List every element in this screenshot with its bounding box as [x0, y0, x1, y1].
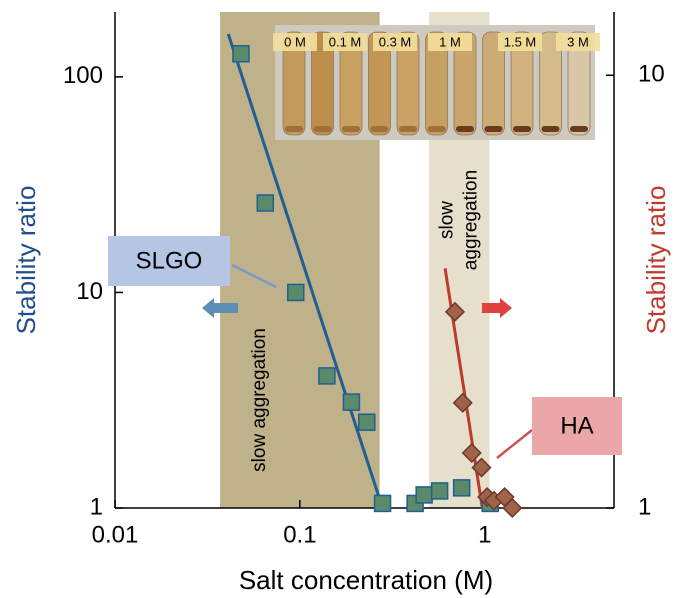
inset-label-bg [273, 33, 317, 51]
tube-sediment [570, 126, 588, 132]
inset-label: 1 M [439, 34, 461, 49]
data-point [373, 494, 392, 513]
tube-sediment [541, 126, 560, 132]
tube [368, 31, 391, 136]
tube-sediment [313, 126, 332, 132]
data-point [358, 413, 376, 431]
tube [453, 31, 477, 136]
legend-label: HA [560, 412, 593, 439]
tube [311, 31, 334, 136]
band-label: slow aggregation [249, 328, 270, 472]
inset-photo: 0 M 0.1 M 0.3 M 1 M 1.5 M 3 M [273, 25, 600, 140]
y2-axis-label: Stability ratio [641, 186, 671, 335]
data-point [232, 45, 250, 63]
data-point [430, 482, 449, 500]
data-point [461, 442, 482, 464]
x-tick-label: 1 [478, 521, 491, 548]
band-label-line: aggregation [460, 170, 481, 270]
inset-label: 0 M [284, 34, 306, 49]
data-point [502, 497, 523, 519]
tube [282, 31, 306, 136]
data-point [342, 393, 361, 411]
data-point [256, 194, 275, 212]
tube-sediment [484, 126, 503, 132]
legend-label: SLGO [136, 247, 203, 274]
data-point [471, 457, 492, 478]
tube [339, 31, 363, 136]
inset-label-bg [498, 33, 542, 51]
inset-label-bg [373, 33, 417, 51]
tube-sediment [370, 126, 389, 132]
callout-line [231, 263, 277, 289]
x-tick-label: 0.01 [92, 521, 139, 548]
callout-box [532, 397, 622, 455]
data-point [452, 392, 473, 413]
axis-arrow [202, 298, 238, 318]
callout-line [496, 429, 533, 459]
tube-sediment [427, 126, 446, 132]
callout-box [108, 236, 230, 286]
band-label-line: slow [436, 201, 457, 239]
tube [567, 31, 591, 136]
x-tick-label: 0.1 [283, 521, 316, 548]
inset-label-bg [428, 33, 472, 51]
tube-sediment [456, 126, 474, 132]
y-tick-label: 10 [76, 278, 103, 305]
y2-tick-label: 1 [638, 493, 651, 520]
data-point [452, 479, 471, 497]
y2-tick-label: 10 [638, 61, 665, 88]
data-point [415, 486, 433, 504]
inset-label-bg [323, 33, 367, 51]
fit-line [226, 33, 384, 509]
tube-sediment [399, 126, 417, 132]
tube [539, 31, 562, 136]
y-tick-label: 100 [63, 62, 103, 89]
inset-label: 0.3 M [379, 34, 412, 49]
tube [510, 31, 534, 136]
data-point [318, 367, 336, 385]
tube [425, 31, 448, 136]
data-point [287, 283, 305, 302]
axis-arrow [482, 298, 512, 318]
y-tick-label: 1 [90, 493, 103, 520]
tube-sediment [285, 126, 303, 132]
tube-sediment [513, 126, 531, 132]
tube [396, 31, 420, 136]
band-label: slow aggregation [436, 170, 481, 270]
tube [482, 31, 505, 136]
inset-label-bg [556, 33, 600, 51]
data-point [444, 301, 466, 322]
inset-label: 1.5 M [504, 34, 537, 49]
y-axis-label: Stability ratio [11, 186, 41, 335]
tube-sediment [342, 126, 360, 132]
x-axis-label: Salt concentration (M) [239, 565, 493, 595]
inset-label: 3 M [567, 34, 589, 49]
inset-label: 0.1 M [329, 34, 362, 49]
